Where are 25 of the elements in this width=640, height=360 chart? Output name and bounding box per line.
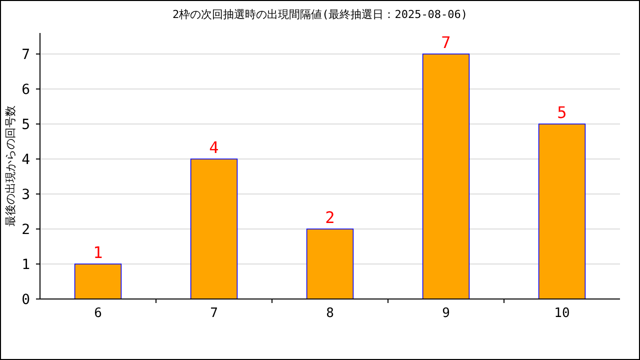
y-axis-title: 最後の出現からの回号数 [4, 106, 17, 226]
x-tick-label: 6 [94, 306, 102, 321]
y-tick-label: 6 [22, 82, 30, 98]
x-tick-label: 9 [442, 306, 450, 321]
data-label: 7 [441, 33, 451, 52]
bar [306, 228, 354, 300]
y-tick-label: 5 [22, 116, 30, 133]
y-tick-label: 7 [22, 46, 30, 63]
x-tick-label: 8 [326, 306, 334, 321]
y-tick-label: 3 [22, 186, 30, 203]
y-tick-label: 0 [22, 292, 30, 308]
x-tick-label: 10 [554, 306, 570, 321]
data-label: 5 [557, 103, 567, 122]
x-tick-label: 7 [210, 306, 218, 321]
data-label: 2 [325, 208, 335, 227]
y-tick-label: 4 [22, 152, 30, 168]
data-label: 1 [93, 243, 103, 262]
data-label: 4 [209, 138, 219, 157]
bar [190, 158, 238, 300]
bar [538, 124, 586, 300]
y-tick-label: 1 [22, 256, 30, 273]
y-tick-label: 2 [22, 222, 30, 238]
bar [74, 264, 122, 300]
bar [422, 54, 470, 300]
chart-title: 2枠の次回抽選時の出現間隔値(最終抽選日：2025-08-06) [172, 8, 468, 21]
